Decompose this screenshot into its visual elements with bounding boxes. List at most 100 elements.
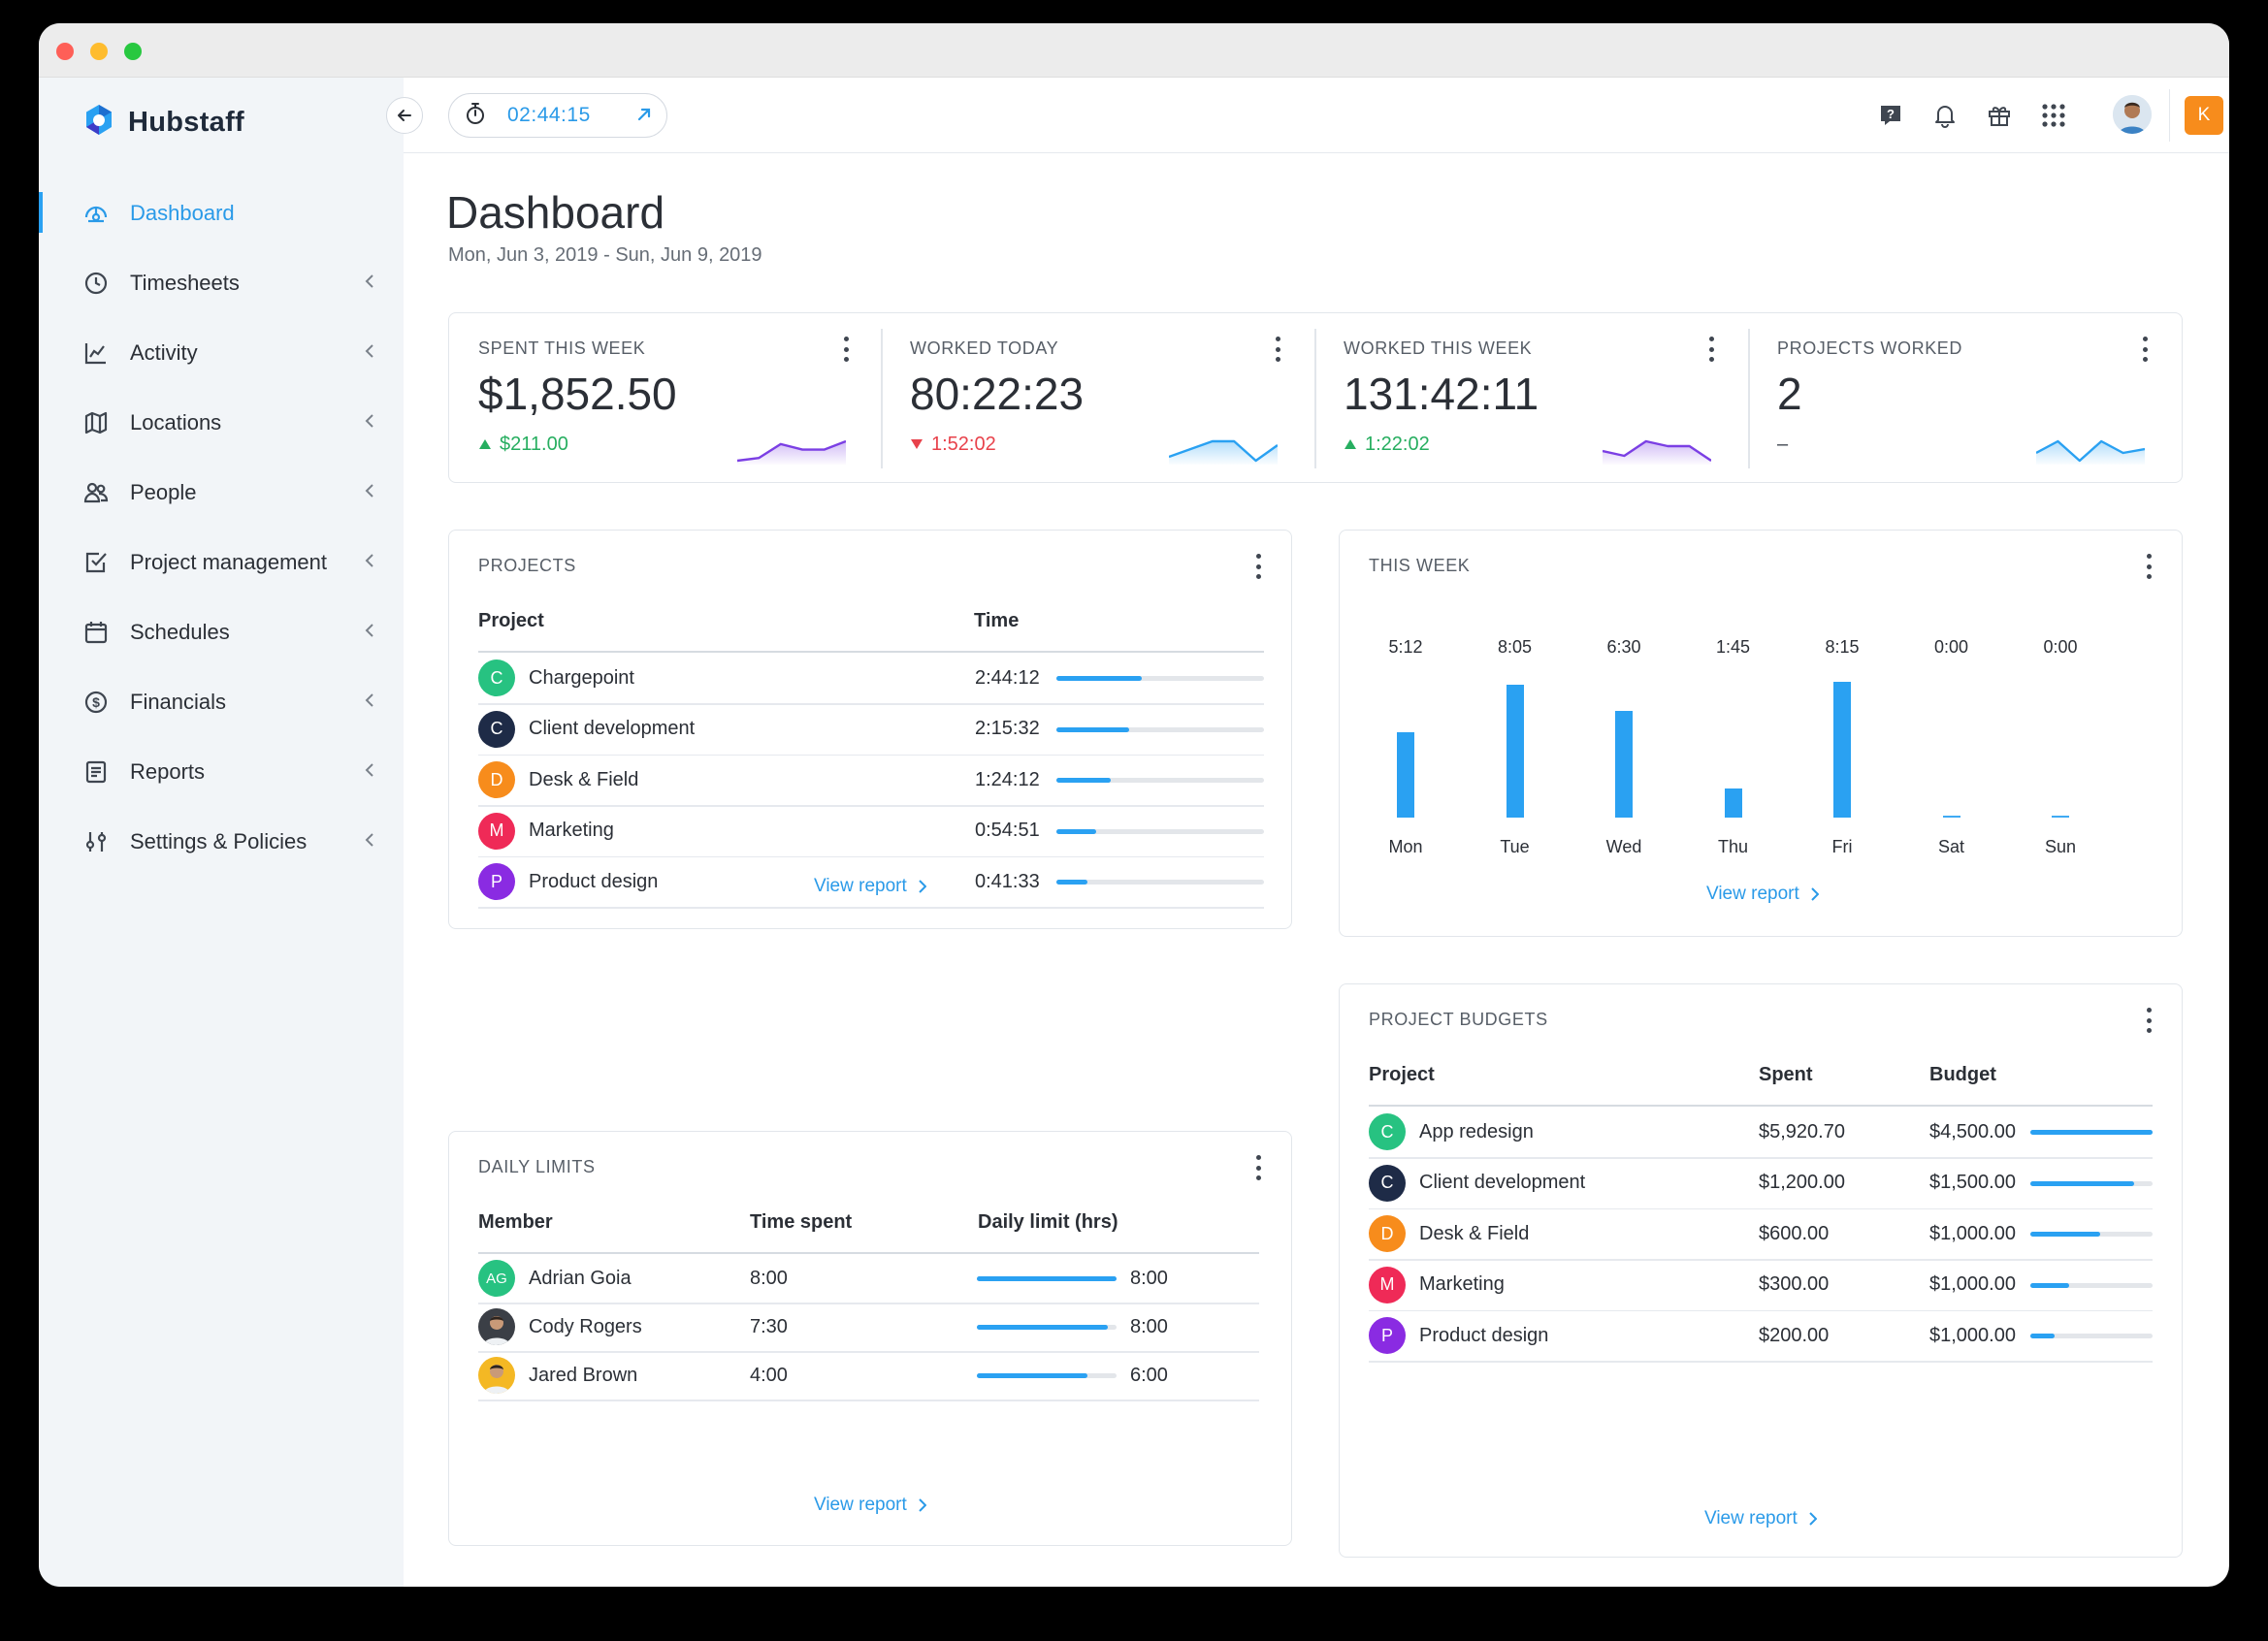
chevron-left-icon[interactable] [365,274,374,294]
bar-thu[interactable] [1724,788,1742,818]
bar-fri[interactable] [1833,682,1851,818]
stat-label: WORKED TODAY [910,338,1059,358]
member-name: Cody Rogers [529,1315,642,1337]
chevron-left-icon[interactable] [365,692,374,713]
view-report-label: View report [1706,884,1799,904]
map-icon [81,408,111,437]
stat-menu-icon[interactable] [2141,337,2149,362]
stat-menu-icon[interactable] [842,337,850,362]
this-week-menu-icon[interactable] [2145,554,2153,579]
projects-menu-icon[interactable] [1254,554,1262,579]
projects-card: PROJECTS Project Time C Chargepoint 2:44:1… [448,530,1292,929]
open-timer-icon[interactable] [635,106,653,128]
stat-value: 2 [1777,369,1802,419]
stat-label: SPENT THIS WEEK [478,338,646,358]
table-header-divider [478,651,1264,653]
project-time-bar [1056,676,1264,681]
project-name: Marketing [1419,1273,1505,1295]
sidebar-item-activity[interactable]: Activity [39,318,404,388]
sidebar-item-timesheets[interactable]: Timesheets [39,248,404,318]
sidebar-item-locations[interactable]: Locations [39,388,404,458]
this-week-view-report-link[interactable]: View report [1706,884,1819,905]
sidebar-item-people[interactable]: People [39,458,404,528]
view-report-label: View report [814,1495,907,1515]
daily-limits-view-report-link[interactable]: View report [814,1495,926,1516]
stat-delta-value: $211.00 [500,434,568,455]
row-divider [478,855,1264,857]
table-row[interactable]: Cody Rogers 7:30 8:00 [478,1303,1259,1351]
timer-widget[interactable]: 02:44:15 [448,93,667,138]
table-row[interactable]: C Client development $1,200.00 $1,500.00 [1369,1158,2153,1208]
close-window-button[interactable] [56,43,74,60]
sidebar-item-financials[interactable]: $ Financials [39,667,404,737]
row-divider [478,1400,1259,1401]
bar-wed[interactable] [1615,710,1633,818]
project-budgets-menu-icon[interactable] [2145,1008,2153,1033]
bar-sun[interactable] [2052,816,2069,818]
daily-limit-bar-fill [977,1325,1108,1330]
bar-sat[interactable] [1942,816,1960,818]
minimize-window-button[interactable] [90,43,108,60]
budget-bar [2030,1232,2153,1237]
stat-delta-value: – [1777,434,1789,455]
table-row[interactable]: D Desk & Field 1:24:12 [478,755,1264,805]
column-header-time: Time [974,610,1020,631]
chevron-left-icon[interactable] [365,762,374,783]
bar-tue[interactable] [1506,684,1524,818]
stat-menu-icon[interactable] [1707,337,1715,362]
help-icon[interactable]: ? [1874,99,1907,132]
daily-limits-menu-icon[interactable] [1254,1155,1262,1180]
project-budgets-view-report-link[interactable]: View report [1704,1508,1817,1529]
sidebar-item-schedules[interactable]: Schedules [39,597,404,667]
project-name: Client development [1419,1172,1586,1193]
chevron-left-icon[interactable] [365,832,374,853]
table-row[interactable]: AG Adrian Goia 8:00 8:00 [478,1254,1259,1303]
apps-grid-icon[interactable] [2037,99,2070,132]
table-row[interactable]: C App redesign $5,920.70 $4,500.00 [1369,1107,2153,1157]
sidebar-item-dashboard[interactable]: Dashboard [39,178,404,248]
column-header-daily-limit: Daily limit (hrs) [978,1211,1118,1233]
sidebar-item-settings-and-policies[interactable]: Settings & Policies [39,807,404,877]
stat-menu-icon[interactable] [1274,337,1281,362]
member-time-spent: 8:00 [750,1267,788,1289]
project-avatar: M [478,812,515,850]
chevron-left-icon[interactable] [365,413,374,434]
project-time-bar-fill [1056,726,1129,732]
svg-text:$: $ [92,694,100,710]
table-row[interactable]: C Client development 2:15:32 [478,704,1264,755]
table-row[interactable]: P Product design 0:41:33 [478,856,1264,907]
projects-view-report-link[interactable]: View report [814,876,926,897]
user-avatar[interactable] [2113,95,2152,134]
brand-logo[interactable]: Hubstaff [81,101,244,144]
row-divider [1369,1207,2153,1209]
table-row[interactable]: M Marketing 0:54:51 [478,806,1264,856]
chevron-left-icon[interactable] [365,623,374,643]
gift-icon[interactable] [1983,99,2016,132]
organization-badge[interactable]: K [2185,96,2223,135]
member-daily-limit: 6:00 [1130,1364,1168,1386]
sidebar-item-label: Activity [130,340,198,365]
arrow-left-icon [398,110,411,121]
collapse-sidebar-button[interactable] [386,97,423,134]
table-row[interactable]: P Product design $200.00 $1,000.00 [1369,1310,2153,1361]
bar-mon[interactable] [1397,731,1414,818]
notifications-bell-icon[interactable] [1928,99,1961,132]
stopwatch-icon [465,102,486,130]
budget-bar [2030,1282,2153,1288]
project-budget: $1,500.00 [1929,1172,2016,1193]
budget-bar [2030,1130,2153,1135]
maximize-window-button[interactable] [124,43,142,60]
table-row[interactable]: M Marketing $300.00 $1,000.00 [1369,1260,2153,1310]
table-row[interactable]: C Chargepoint 2:44:12 [478,653,1264,703]
table-row[interactable]: Jared Brown 4:00 6:00 [478,1351,1259,1400]
project-name: Chargepoint [529,666,634,689]
chevron-left-icon[interactable] [365,553,374,573]
stat-value: 80:22:23 [910,369,1085,419]
bar-value-label: 0:00 [2043,637,2078,657]
project-name: Desk & Field [529,768,639,790]
table-row[interactable]: D Desk & Field $600.00 $1,000.00 [1369,1208,2153,1259]
sidebar-item-project-management[interactable]: Project management [39,528,404,597]
chevron-left-icon[interactable] [365,343,374,364]
chevron-left-icon[interactable] [365,483,374,503]
sidebar-item-reports[interactable]: Reports [39,737,404,807]
